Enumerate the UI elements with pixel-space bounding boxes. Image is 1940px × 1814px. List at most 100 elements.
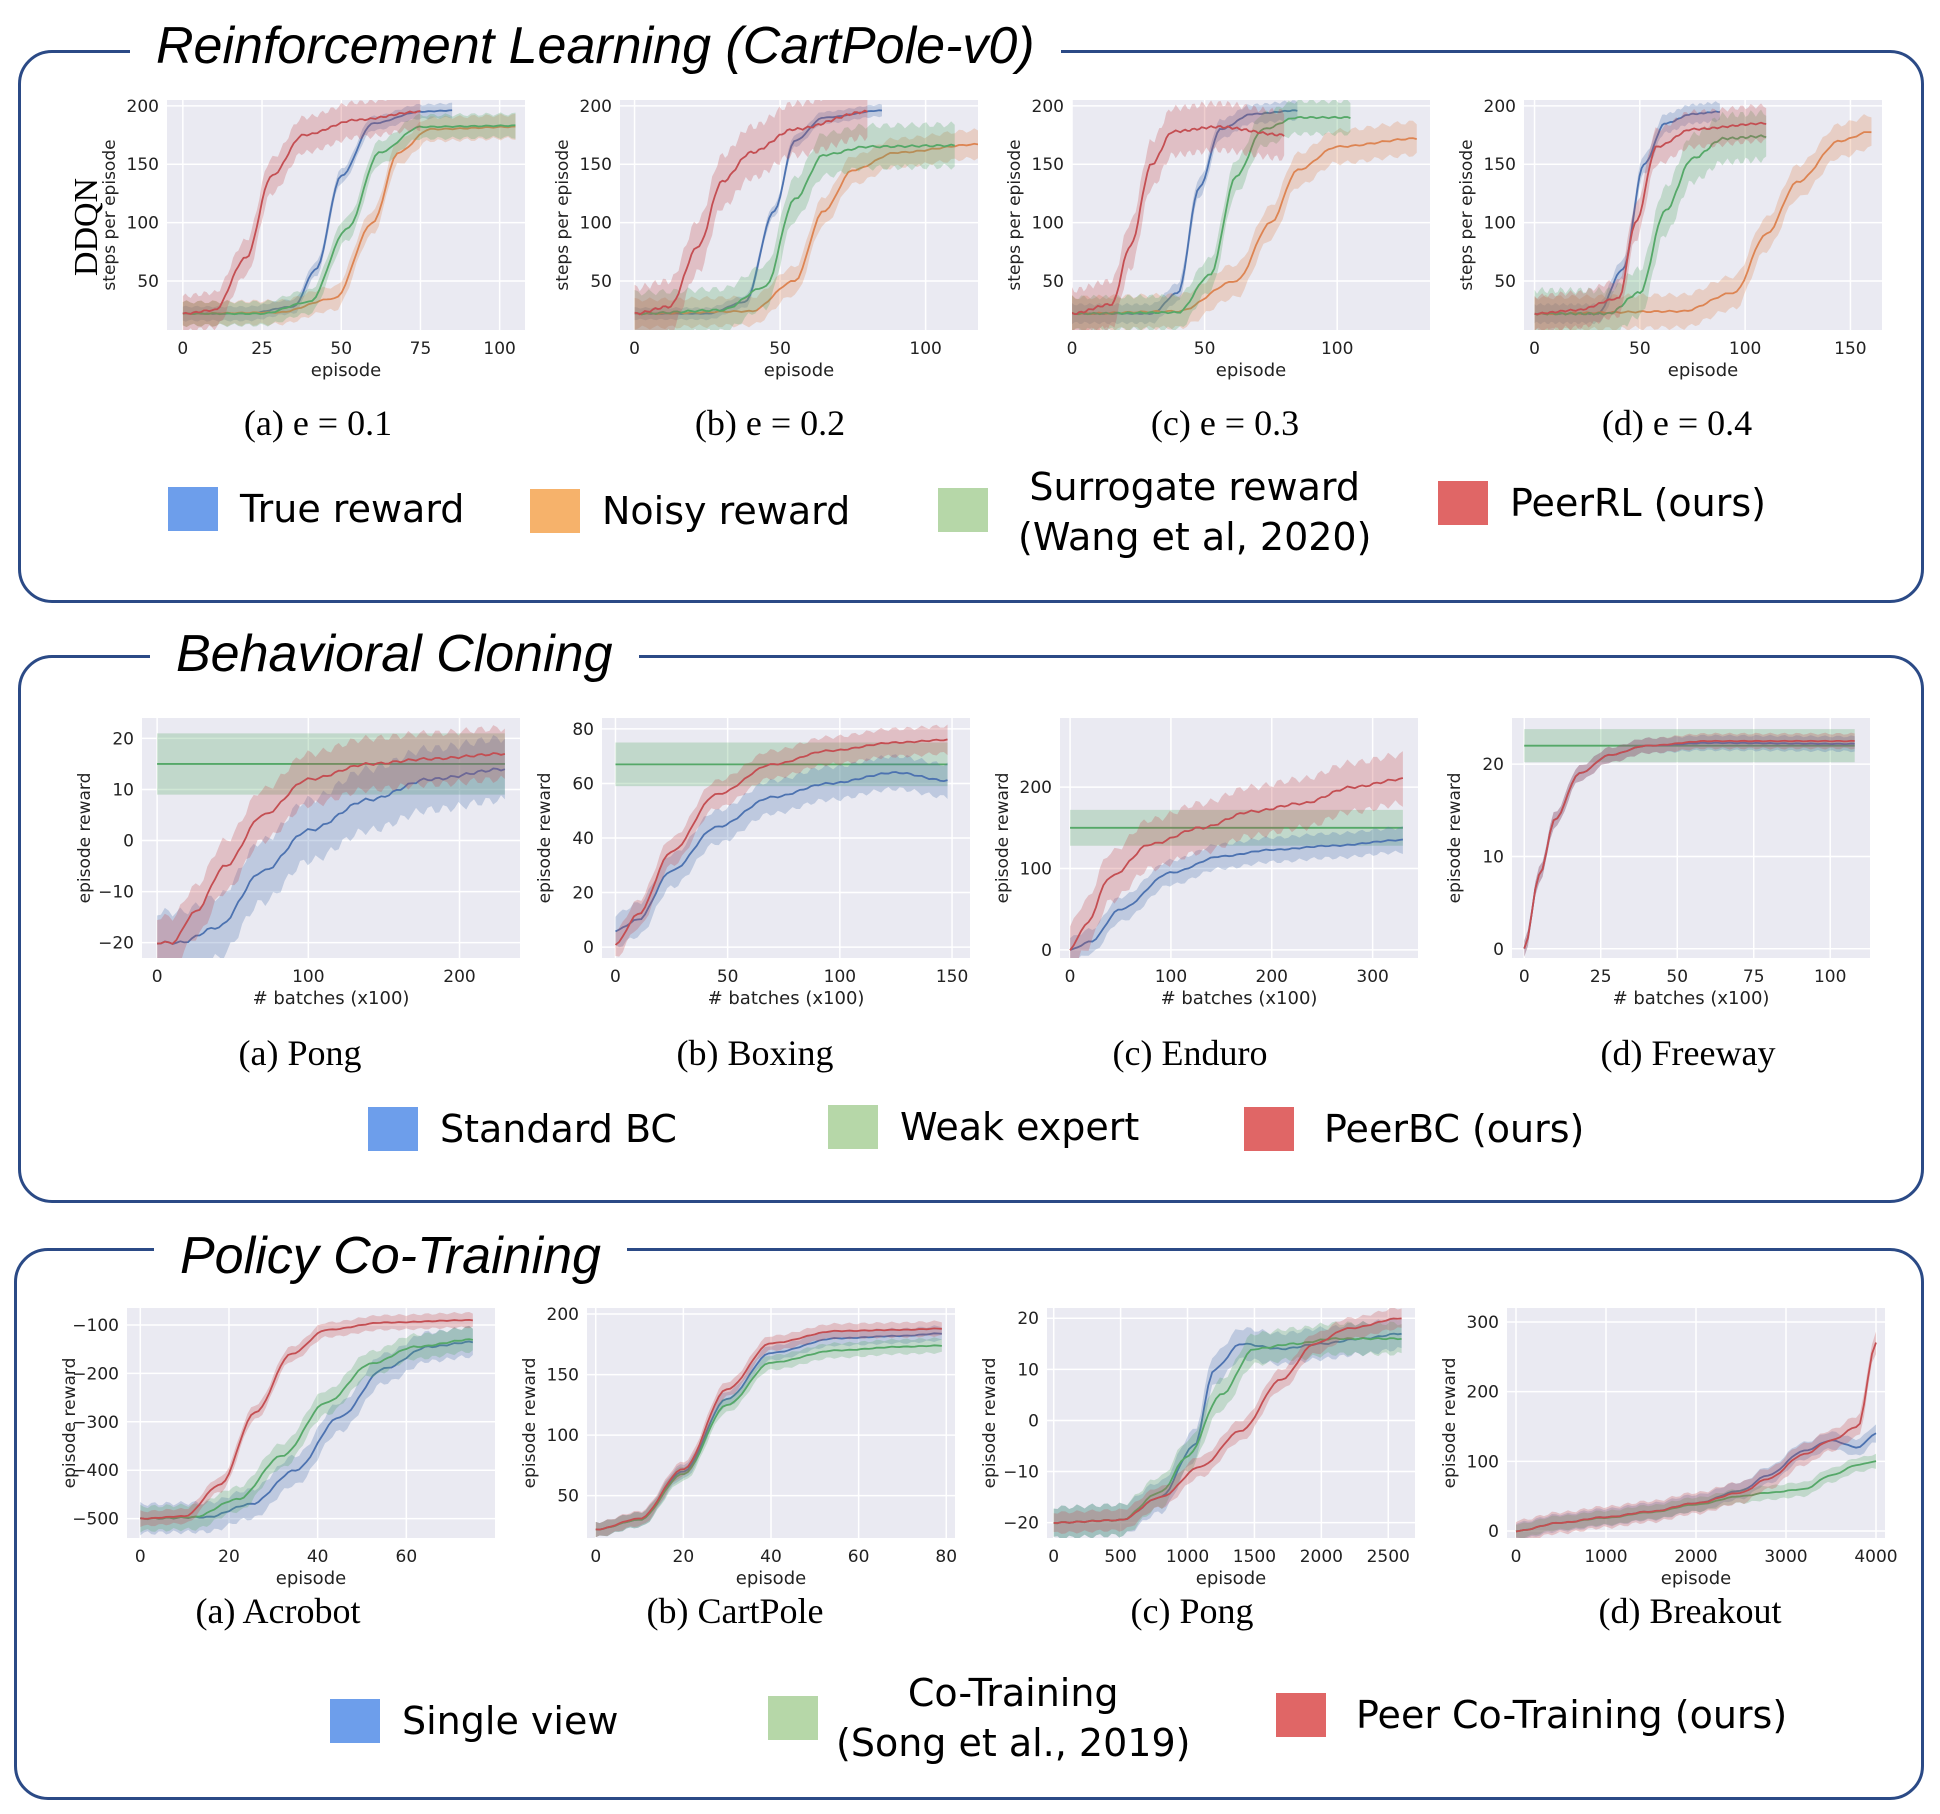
legend-swatch-peerrl (1438, 481, 1488, 525)
y-axis-label: steps per episode (100, 139, 120, 290)
series-line-green (595, 1344, 942, 1531)
x-tick-label: 100 (909, 339, 941, 359)
caption-pct-pong: (c) Pong (1130, 1591, 1254, 1631)
rl-section-title: Reinforcement Learning (CartPole-v0) (130, 16, 1061, 76)
series-group (1515, 1331, 1877, 1538)
y-tick-label: 100 (1484, 214, 1516, 234)
legend-weak-expert: Weak expert (828, 1102, 1139, 1152)
x-tick-label: 100 (292, 967, 324, 987)
caption-pct-cartpole: (b) CartPole (646, 1591, 824, 1631)
series-group (140, 1311, 474, 1536)
legend-label-noisy-reward: Noisy reward (602, 489, 851, 533)
y-tick-label: −20 (1003, 1514, 1039, 1534)
x-tick-label: 100 (1729, 339, 1761, 359)
y-tick-label: 150 (547, 1366, 579, 1386)
legend-true-reward: True reward (168, 484, 464, 534)
series-band-blue (1516, 1424, 1876, 1538)
caption-rl-c: (c) e = 0.3 (1150, 403, 1300, 443)
legend-label-standard-bc: Standard BC (440, 1107, 677, 1151)
chart-rl-d: 0 50 100 150 50 100 150 200 episode steps per epi… (1457, 97, 1882, 381)
series-band-blue (157, 734, 505, 958)
series-line-red (1515, 1342, 1877, 1533)
y-tick-label: 20 (572, 884, 594, 904)
y-tick-label: 200 (1020, 778, 1052, 798)
series-band-green (182, 112, 516, 328)
legend-swatch-standard-bc (368, 1107, 418, 1151)
caption-bc-boxing: (b) Boxing (676, 1033, 834, 1073)
legend-co-training: Co-Training (Song et al., 2019) (768, 1668, 1190, 1768)
x-tick-label: 200 (443, 967, 475, 987)
y-tick-label: 100 (127, 214, 159, 234)
series-band-red (1516, 1331, 1876, 1538)
x-tick-label: 0 (177, 339, 188, 359)
y-axis-label: episode reward (1440, 1358, 1460, 1489)
x-tick-label: 40 (307, 1547, 329, 1567)
y-tick-label: 150 (1032, 155, 1064, 175)
y-tick-label: 0 (1028, 1411, 1039, 1431)
caption-rl-d: (d) e = 0.4 (1601, 403, 1753, 443)
caption-pct-acrobot: (a) Acrobot (195, 1591, 361, 1631)
chart-rl-b: 0 50 100 50 100 150 200 episode steps per episod… (553, 97, 978, 381)
series-band-blue (595, 1325, 942, 1538)
legend-label-peer-co-training: Peer Co-Training (ours) (1356, 1693, 1788, 1737)
series-line-red (140, 1318, 473, 1520)
x-tick-label: 0 (610, 967, 621, 987)
x-tick-label: 0 (590, 1547, 601, 1567)
legend-noisy-reward: Noisy reward (530, 486, 850, 536)
chart-rl-a: 0 25 50 75 100 50 100 150 200 episode steps per ep… (100, 97, 525, 381)
series-group (595, 1320, 942, 1538)
y-axis-label: episode reward (993, 773, 1013, 904)
series-group (1534, 101, 1872, 330)
x-tick-label: 100 (824, 967, 856, 987)
legend-label-single-view: Single view (402, 1699, 619, 1743)
legend-label-true-reward: True reward (240, 487, 465, 531)
x-tick-label: 0 (152, 967, 163, 987)
x-tick-label: 1000 (1166, 1547, 1209, 1567)
series-line-green (1072, 115, 1351, 316)
legend-peerrl: PeerRL (ours) (1438, 478, 1766, 528)
series-group (182, 100, 516, 330)
x-tick-label: 25 (1590, 967, 1612, 987)
caption-bc-pong: (a) Pong (238, 1033, 362, 1073)
chart-rl-c: 0 50 100 50 100 150 200 episode steps per episod… (1005, 97, 1430, 381)
caption-pct-breakout: (d) Breakout (1598, 1591, 1782, 1631)
y-tick-label: 50 (1494, 272, 1516, 292)
chart-pct-cartpole: 0 20 40 60 80 50 100 150 200 episode episode rewar… (520, 1305, 957, 1589)
series-line-red (1072, 125, 1285, 316)
y-tick-label: 50 (1042, 272, 1064, 292)
bc-section-title: Behavioral Cloning (150, 624, 639, 684)
series-band-red (1070, 751, 1403, 958)
series-band-orange (182, 113, 516, 328)
series-band-blue (615, 754, 948, 948)
y-tick-label: 10 (1482, 847, 1504, 867)
x-tick-label: 50 (1194, 339, 1216, 359)
x-tick-label: 50 (769, 339, 791, 359)
legend-label-peerrl: PeerRL (ours) (1510, 481, 1766, 525)
chart-bc-boxing: 0 50 100 150 0 20 40 60 80 # batches (x100) episod… (535, 718, 970, 1009)
y-tick-label: −20 (98, 934, 134, 954)
y-tick-label: 20 (1482, 755, 1504, 775)
legend-peer-co-training: Peer Co-Training (ours) (1276, 1690, 1787, 1740)
legend-label-co-training: Co-Training (Song et al., 2019) (836, 1671, 1191, 1765)
x-tick-label: 0 (1519, 967, 1530, 987)
y-axis-label: episode reward (535, 773, 555, 904)
y-tick-label: 20 (112, 729, 134, 749)
legend-standard-bc: Standard BC (368, 1104, 677, 1154)
series-band-blue (1534, 101, 1720, 325)
x-tick-label: 0 (629, 339, 640, 359)
legend-label-surrogate-reward: Surrogate reward (Wang et al, 2020) (1018, 465, 1372, 559)
series-line-red (1069, 777, 1404, 951)
caption-rl-a: (a) e = 0.1 (243, 403, 393, 443)
y-axis-label: steps per episode (1457, 139, 1477, 290)
y-tick-label: 200 (547, 1305, 579, 1325)
y-tick-label: −200 (72, 1364, 119, 1384)
x-tick-label: 75 (410, 339, 432, 359)
y-axis-label: steps per episode (553, 139, 573, 290)
x-tick-label: 150 (936, 967, 968, 987)
x-axis-label: # batches (x100) (253, 988, 410, 1009)
legend-swatch-true-reward (168, 487, 218, 531)
series-line-red (634, 109, 868, 316)
pct-section-title: Policy Co-Training (154, 1226, 627, 1286)
x-axis-label: # batches (x100) (1613, 988, 1770, 1009)
y-tick-label: −10 (98, 883, 134, 903)
